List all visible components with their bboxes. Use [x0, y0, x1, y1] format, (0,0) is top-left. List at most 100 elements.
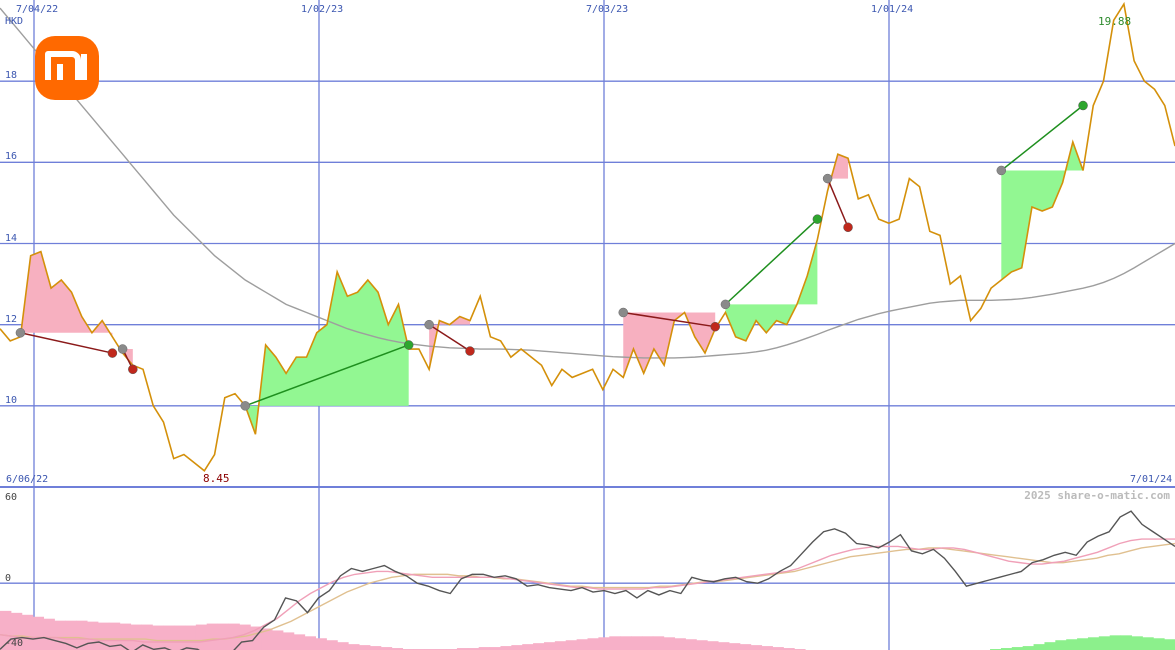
y-tick-16: 16	[5, 151, 17, 162]
price-series	[0, 1, 1175, 472]
trade-fill-loss	[827, 154, 849, 191]
histogram-bar	[1000, 648, 1013, 650]
histogram-bar	[500, 646, 512, 650]
y-tick-10: 10	[5, 395, 17, 406]
histogram-bar	[1011, 647, 1024, 650]
trade-markers	[15, 100, 1088, 411]
histogram-bar	[587, 638, 599, 650]
watermark: 2025 share-o-matic.com	[1024, 489, 1170, 502]
histogram-bar	[87, 621, 99, 650]
histogram-bar	[326, 640, 338, 650]
histogram-bar	[685, 639, 697, 650]
histogram-bar	[674, 638, 686, 650]
histogram-bar	[108, 622, 121, 650]
trade-entry-marker	[822, 173, 833, 184]
ma-line	[0, 7, 1175, 359]
osc-tick-minus40: -40	[5, 638, 23, 649]
histogram-bar	[380, 647, 393, 650]
histogram-bar	[467, 648, 480, 650]
histogram-bar	[261, 628, 273, 650]
histogram-bar	[119, 623, 132, 650]
histogram-bar	[304, 636, 317, 650]
histogram-bar	[489, 647, 501, 650]
histogram-bar	[130, 624, 142, 650]
histogram-bar	[641, 636, 654, 650]
histogram-bar	[348, 644, 360, 650]
histogram-bar	[663, 637, 676, 650]
histogram-bar	[783, 648, 795, 650]
trade-line-gain	[244, 344, 409, 407]
histogram-bar	[565, 640, 578, 650]
trade-exit-marker	[128, 364, 138, 375]
trade-exit-marker	[812, 214, 823, 224]
histogram-bar	[1098, 636, 1111, 650]
trade-exit-marker	[107, 348, 118, 358]
osc-main-line	[0, 510, 1175, 650]
high-price-label: 19.88	[1098, 15, 1131, 28]
trade-fill-loss	[429, 316, 470, 370]
osc-tick-0: 0	[5, 573, 11, 584]
trade-fill-gain	[725, 239, 818, 341]
trade-line-loss	[623, 311, 716, 328]
top-date-1: 7/04/22	[16, 4, 58, 15]
histogram-bar	[359, 645, 371, 650]
histogram-bar	[217, 623, 229, 650]
trade-entry-marker	[15, 328, 26, 338]
histogram-bar	[609, 636, 621, 650]
histogram-bar	[598, 637, 610, 650]
price-line	[0, 1, 1175, 472]
trade-exit-marker	[1078, 100, 1088, 111]
trade-line-gain	[1000, 104, 1084, 172]
top-date-3: 7/03/23	[586, 4, 628, 15]
histogram-bar	[184, 625, 197, 650]
low-price-label: 8.45	[203, 472, 230, 485]
histogram-bar	[315, 638, 327, 650]
trade-exit-marker	[465, 346, 475, 356]
histogram-bar	[739, 644, 752, 650]
histogram-bar	[97, 622, 110, 650]
trade-fill-gain	[245, 271, 409, 435]
histogram-bar	[10, 612, 23, 650]
histogram-bar	[239, 624, 251, 650]
xiaomi-logo-icon	[35, 36, 99, 100]
histogram-bar	[1109, 635, 1122, 650]
histogram-bar	[391, 648, 404, 650]
histogram-bar	[543, 642, 556, 650]
histogram-bar	[271, 630, 284, 650]
trade-exit-marker	[710, 321, 720, 332]
histogram-bar	[772, 647, 784, 650]
histogram-bar	[554, 641, 567, 650]
histogram-bar	[1120, 635, 1132, 650]
bottom-date-end: 7/01/24	[1130, 474, 1172, 485]
histogram-bar	[32, 616, 45, 650]
trade-fill-gain	[1001, 142, 1084, 281]
histogram-bar	[1142, 637, 1154, 650]
currency-label: HKD	[5, 16, 23, 27]
histogram-bar	[1055, 640, 1067, 650]
histogram-bar	[195, 624, 208, 650]
histogram-bar	[21, 614, 34, 650]
histogram-bar	[456, 648, 469, 650]
histogram-bar	[65, 620, 77, 650]
histogram-bar	[652, 636, 665, 650]
osc-tick-60: 60	[5, 492, 17, 503]
histogram-bar	[1066, 639, 1078, 650]
trade-entry-marker	[424, 319, 434, 330]
trade-fill-loss	[20, 251, 113, 337]
histogram-bar	[174, 625, 186, 650]
y-tick-18: 18	[5, 70, 17, 81]
histogram-bar	[522, 644, 534, 650]
histogram-bar	[1131, 636, 1143, 650]
histogram-bar	[293, 634, 306, 650]
histogram-bar	[696, 640, 708, 650]
histogram-bar	[761, 646, 773, 650]
y-tick-12: 12	[5, 314, 17, 325]
histogram-bar	[163, 625, 175, 650]
histogram-bar	[206, 623, 219, 650]
bottom-date-start: 6/06/22	[6, 474, 48, 485]
histogram-bar	[1033, 644, 1045, 650]
trade-entry-marker	[117, 344, 128, 354]
top-date-4: 1/01/24	[871, 4, 913, 15]
